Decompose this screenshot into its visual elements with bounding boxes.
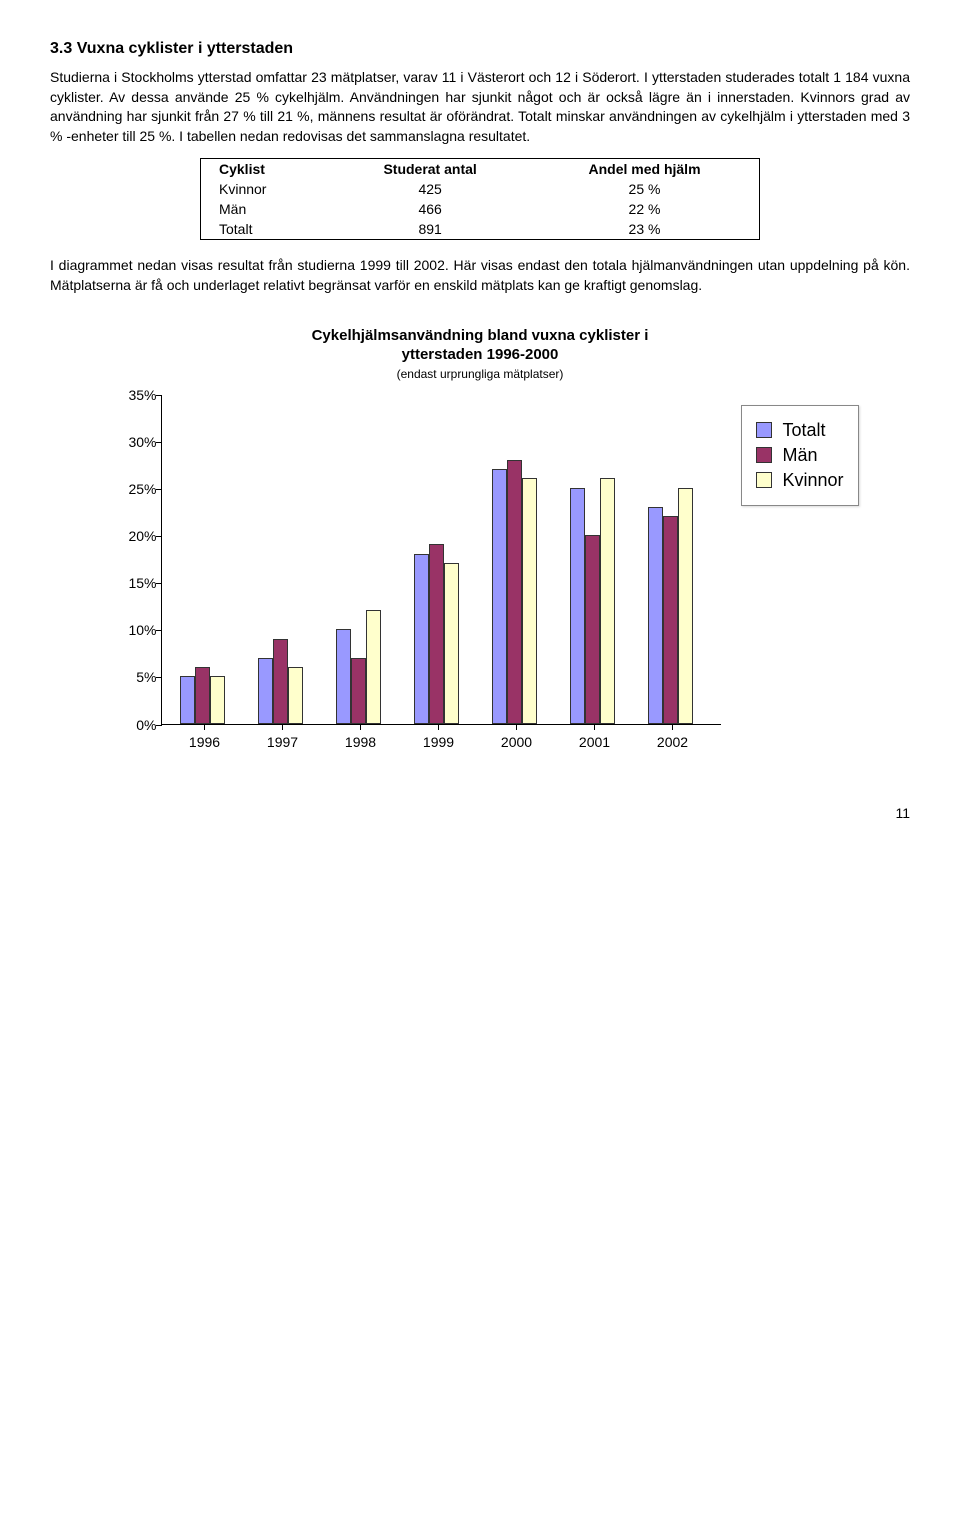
bar-kvinnor — [210, 676, 225, 723]
x-axis-label: 1998 — [345, 734, 376, 750]
bar-kvinnor — [288, 667, 303, 724]
legend-item: Totalt — [756, 420, 843, 441]
cell-andel: 22 % — [530, 199, 759, 219]
bar-kvinnor — [522, 478, 537, 723]
th-antal: Studerat antal — [330, 159, 530, 180]
table-header-row: Cyklist Studerat antal Andel med hjälm — [201, 159, 760, 180]
cell-antal: 891 — [330, 219, 530, 240]
bar-totalt — [180, 676, 195, 723]
x-axis-label: 1999 — [423, 734, 454, 750]
table-row: Män46622 % — [201, 199, 760, 219]
legend-label: Män — [782, 445, 817, 466]
y-axis-label: 0% — [110, 717, 156, 733]
bar-män — [663, 516, 678, 723]
th-andel: Andel med hjälm — [530, 159, 759, 180]
paragraph-2: I diagrammet nedan visas resultat från s… — [50, 256, 910, 295]
legend-label: Kvinnor — [782, 470, 843, 491]
x-axis-label: 2002 — [657, 734, 688, 750]
bar-totalt — [492, 469, 507, 724]
legend-swatch — [756, 472, 772, 488]
section-heading: 3.3 Vuxna cyklister i ytterstaden — [50, 40, 910, 58]
bar-totalt — [648, 507, 663, 724]
cell-antal: 425 — [330, 179, 530, 199]
bar-totalt — [570, 488, 585, 724]
y-axis-label: 20% — [110, 528, 156, 544]
bar-group — [180, 667, 225, 724]
bar-totalt — [414, 554, 429, 724]
bar-män — [585, 535, 600, 724]
table-row: Totalt89123 % — [201, 219, 760, 240]
legend-swatch — [756, 422, 772, 438]
bar-group — [258, 639, 303, 724]
cell-andel: 23 % — [530, 219, 759, 240]
bar-män — [429, 544, 444, 723]
cell-cyklist: Män — [201, 199, 331, 219]
bar-chart: 0%5%10%15%20%25%30%35%199619971998199920… — [161, 395, 721, 725]
chart-title-line1: Cykelhjälmsanvändning bland vuxna cyklis… — [312, 327, 649, 344]
cell-cyklist: Totalt — [201, 219, 331, 240]
chart-title-line2: ytterstaden 1996-2000 — [402, 346, 559, 363]
cell-cyklist: Kvinnor — [201, 179, 331, 199]
bar-män — [195, 667, 210, 724]
bar-group — [648, 488, 693, 724]
chart-subtitle: (endast urprungliga mätplatser) — [50, 367, 910, 381]
cell-andel: 25 % — [530, 179, 759, 199]
x-axis-label: 1997 — [267, 734, 298, 750]
bar-totalt — [336, 629, 351, 723]
bar-group — [414, 544, 459, 723]
y-axis-label: 10% — [110, 622, 156, 638]
th-cyklist: Cyklist — [201, 159, 331, 180]
y-axis-label: 30% — [110, 434, 156, 450]
page-number: 11 — [50, 805, 910, 821]
y-axis-label: 25% — [110, 481, 156, 497]
bar-män — [507, 460, 522, 724]
bar-totalt — [258, 658, 273, 724]
bar-group — [336, 610, 381, 723]
y-axis-label: 35% — [110, 387, 156, 403]
bar-män — [351, 658, 366, 724]
chart-container: Cykelhjälmsanvändning bland vuxna cyklis… — [50, 326, 910, 725]
legend-item: Kvinnor — [756, 470, 843, 491]
legend-label: Totalt — [782, 420, 825, 441]
y-axis-label: 5% — [110, 669, 156, 685]
table-row: Kvinnor42525 % — [201, 179, 760, 199]
chart-legend: Totalt Män Kvinnor — [741, 405, 858, 506]
bar-group — [492, 460, 537, 724]
bar-kvinnor — [600, 478, 615, 723]
chart-title: Cykelhjälmsanvändning bland vuxna cyklis… — [50, 326, 910, 365]
bar-män — [273, 639, 288, 724]
bar-group — [570, 478, 615, 723]
legend-swatch — [756, 447, 772, 463]
x-axis-label: 2001 — [579, 734, 610, 750]
chart-area: 0%5%10%15%20%25%30%35%199619971998199920… — [50, 395, 910, 725]
x-axis-label: 2000 — [501, 734, 532, 750]
bar-kvinnor — [444, 563, 459, 723]
cell-antal: 466 — [330, 199, 530, 219]
paragraph-1: Studierna i Stockholms ytterstad omfatta… — [50, 68, 910, 146]
legend-item: Män — [756, 445, 843, 466]
y-axis-label: 15% — [110, 575, 156, 591]
x-axis-label: 1996 — [189, 734, 220, 750]
bar-kvinnor — [678, 488, 693, 724]
bar-kvinnor — [366, 610, 381, 723]
results-table: Cyklist Studerat antal Andel med hjälm K… — [200, 158, 760, 240]
